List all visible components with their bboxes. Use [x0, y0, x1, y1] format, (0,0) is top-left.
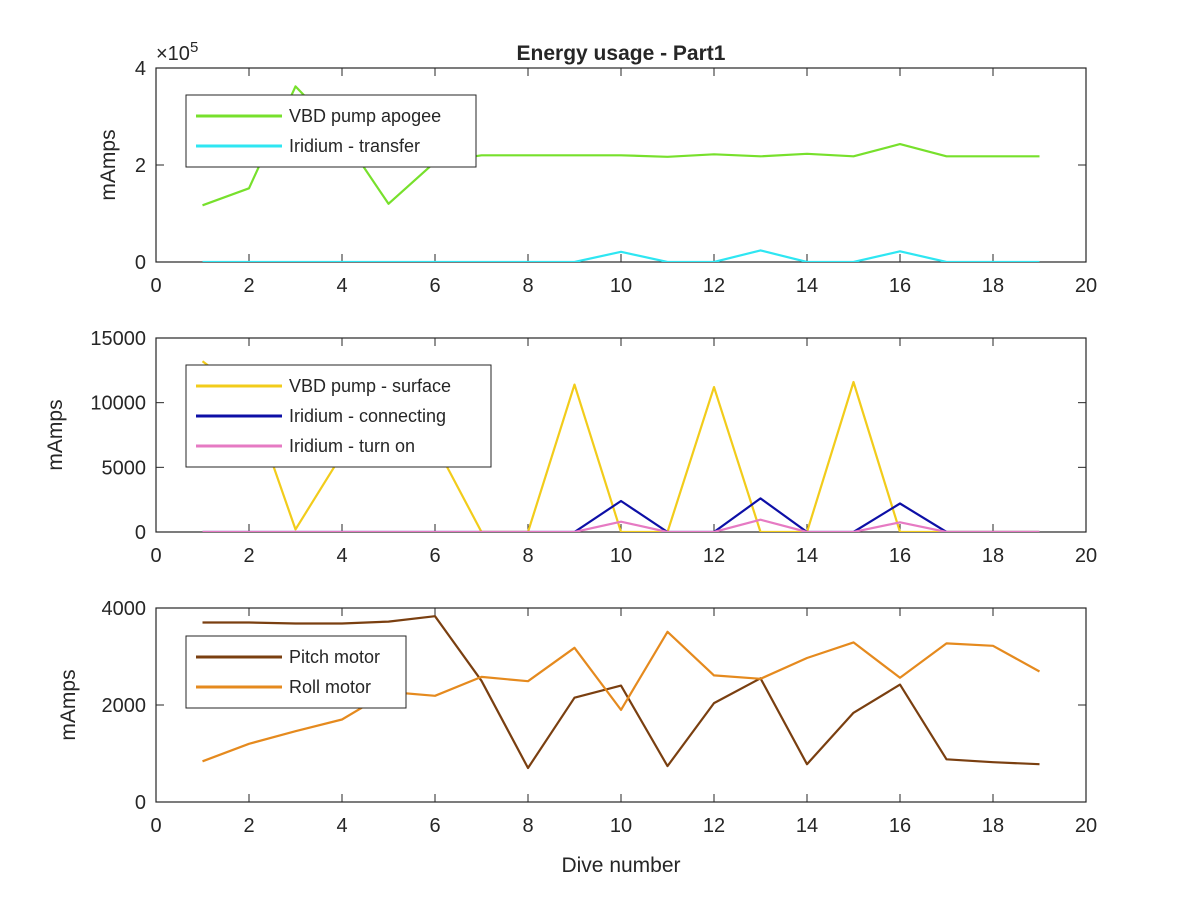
- legend-box: [185, 635, 407, 709]
- y-tick-label: 0: [135, 792, 146, 814]
- series-line-iridium-turn-on: [202, 518, 1040, 532]
- x-tick-label: 2: [243, 275, 254, 297]
- y-axis-label: mAmps: [97, 129, 120, 200]
- panel-3: 0 2 4 6 8 10 12 14 16 18 20 0 2000 4000 mAmps Dive numb…: [57, 598, 1097, 877]
- x-tick-label: 0: [150, 275, 161, 297]
- legend-entry: Roll motor: [289, 677, 371, 697]
- x-tick-label: 10: [610, 815, 632, 837]
- x-tick-label: 16: [889, 275, 911, 297]
- y-tick-label: 5000: [102, 457, 147, 479]
- x-tick-label: 14: [796, 545, 818, 567]
- legend: Pitch motor Roll motor: [185, 635, 407, 709]
- legend-entry: Pitch motor: [289, 647, 380, 667]
- y-tick-label: 10000: [90, 393, 146, 415]
- legend-entry: Iridium - connecting: [289, 406, 446, 426]
- y-tick-label: 0: [135, 522, 146, 544]
- x-tick-label: 2: [243, 815, 254, 837]
- x-tick-label: 2: [243, 545, 254, 567]
- y-tick-label: 2: [135, 155, 146, 177]
- x-tick-label: 6: [429, 275, 440, 297]
- panel-2: 0 2 4 6 8 10 12 14 16 18 20 0 5000 10000 15000 mAmps VBD…: [44, 328, 1097, 567]
- x-tick-label: 14: [796, 275, 818, 297]
- x-tick-label: 16: [889, 815, 911, 837]
- legend-entry: VBD pump apogee: [289, 106, 441, 126]
- y-tick-label: 4000: [102, 598, 147, 620]
- x-tick-label: 20: [1075, 275, 1097, 297]
- x-tick-label: 18: [982, 275, 1004, 297]
- x-tick-label: 6: [429, 545, 440, 567]
- series-line-roll-motor: [202, 630, 1041, 763]
- series-line-iridium-transfer: [202, 249, 1040, 262]
- x-tick-label: 4: [336, 815, 347, 837]
- x-tick-label: 18: [982, 815, 1004, 837]
- y-tick-label: 2000: [102, 695, 147, 717]
- x-tick-label: 10: [610, 275, 632, 297]
- y-tick-label: 4: [135, 58, 146, 80]
- x-tick-label: 4: [336, 545, 347, 567]
- legend-box: [185, 94, 477, 168]
- legend-entry: Iridium - transfer: [289, 136, 420, 156]
- x-tick-label: 8: [522, 545, 533, 567]
- y-axis-label: mAmps: [57, 669, 80, 740]
- legend: VBD pump - surface Iridium - connecting Ir…: [185, 364, 492, 468]
- chart-title: Energy usage - Part1: [517, 42, 726, 65]
- x-tick-label: 14: [796, 815, 818, 837]
- x-tick-label: 12: [703, 545, 725, 567]
- x-tick-label: 6: [429, 815, 440, 837]
- x-tick-label: 18: [982, 545, 1004, 567]
- y-tick-label: 0: [135, 252, 146, 274]
- legend-entry: Iridium - turn on: [289, 436, 415, 456]
- series-line-pitch-motor: [202, 615, 1040, 770]
- y-axis-label: mAmps: [44, 399, 67, 470]
- x-tick-label: 16: [889, 545, 911, 567]
- panel-1: 0 2 4 6 8 10 12 14 16 18 20 0 2 4 ×105 Energy usage - P…: [97, 39, 1097, 297]
- y-exponent-label: ×105: [156, 39, 198, 65]
- x-tick-label: 0: [150, 815, 161, 837]
- series-line-iridium-connecting: [202, 497, 1040, 532]
- x-tick-label: 12: [703, 275, 725, 297]
- x-axis-label: Dive number: [561, 854, 680, 877]
- x-tick-label: 0: [150, 545, 161, 567]
- x-tick-label: 20: [1075, 545, 1097, 567]
- legend: VBD pump apogee Iridium - transfer: [185, 94, 477, 168]
- x-tick-label: 4: [336, 275, 347, 297]
- x-tick-label: 20: [1075, 815, 1097, 837]
- legend-entry: VBD pump - surface: [289, 376, 451, 396]
- x-tick-label: 10: [610, 545, 632, 567]
- y-tick-label: 15000: [90, 328, 146, 350]
- x-tick-label: 8: [522, 815, 533, 837]
- x-tick-label: 8: [522, 275, 533, 297]
- x-tick-label: 12: [703, 815, 725, 837]
